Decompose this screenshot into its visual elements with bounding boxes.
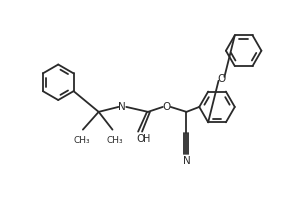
Text: O: O — [217, 74, 225, 84]
Text: N: N — [118, 102, 126, 112]
Text: O: O — [136, 134, 144, 144]
Text: H: H — [143, 134, 151, 144]
Text: N: N — [183, 156, 190, 166]
Text: CH₃: CH₃ — [74, 135, 90, 145]
Text: O: O — [163, 102, 171, 112]
Text: CH₃: CH₃ — [106, 135, 123, 145]
